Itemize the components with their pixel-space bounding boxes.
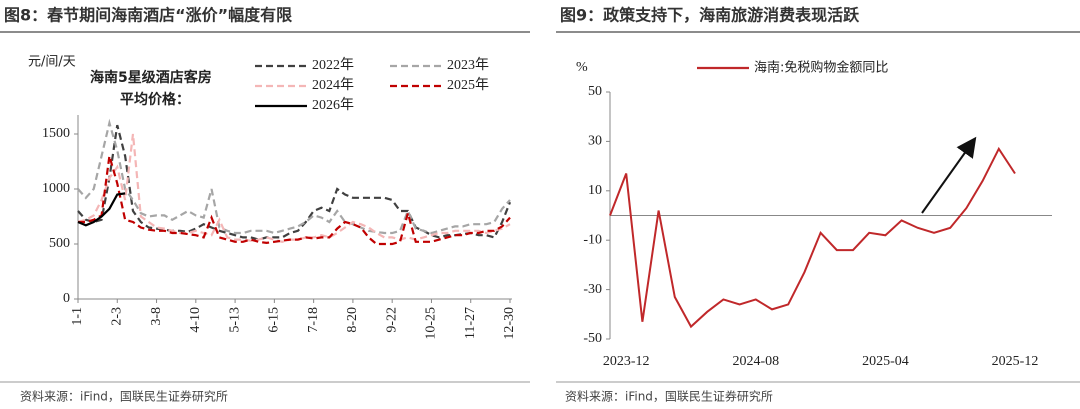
x-tick-label: 2025-04 xyxy=(862,354,909,369)
y-axis-label: 元/间/天 xyxy=(28,55,76,70)
x-tick-label: 4-10 xyxy=(188,307,203,333)
x-tick-label: 8-20 xyxy=(345,307,360,333)
y-tick-label: 0 xyxy=(63,291,70,306)
y-tick-label: -50 xyxy=(583,331,602,346)
y-tick-label: 10 xyxy=(588,183,602,198)
legend-label: 2025年 xyxy=(447,77,489,93)
x-tick-label: 2-3 xyxy=(109,307,124,326)
chart-title: 图9：政策支持下，海南旅游消费表现活跃 xyxy=(560,6,860,25)
x-tick-label: 2023-12 xyxy=(603,354,650,369)
legend-label: 2024年 xyxy=(312,77,354,93)
y-tick-label: -30 xyxy=(583,282,602,297)
chart-title: 图8：春节期间海南酒店“涨价”幅度有限 xyxy=(4,6,293,25)
source: 资料来源：iFind，国联民生证券研究所 xyxy=(20,389,228,404)
x-tick-label: 10-25 xyxy=(424,307,439,340)
x-tick-label: 12-30 xyxy=(502,307,517,340)
x-tick-label: 2025-12 xyxy=(992,354,1039,369)
series-line xyxy=(78,155,511,246)
annotation: 海南5星级酒店客房 xyxy=(90,69,212,86)
legend-label: 2026年 xyxy=(312,97,354,113)
y-tick-label: -10 xyxy=(583,232,602,247)
y-axis-label: % xyxy=(576,60,588,75)
x-tick-label: 9-22 xyxy=(384,307,399,333)
series-line xyxy=(77,133,511,243)
series-line xyxy=(77,192,126,227)
trend-arrow xyxy=(921,136,977,214)
legend-label: 海南:免税购物金额同比 xyxy=(754,60,888,76)
series-line xyxy=(77,118,511,235)
x-tick-label: 2024-08 xyxy=(732,354,779,369)
x-tick-label: 1-1 xyxy=(70,307,85,326)
y-tick-label: 30 xyxy=(588,134,602,149)
x-tick-label: 3-8 xyxy=(149,307,164,326)
annotation: 平均价格： xyxy=(120,91,190,108)
y-tick-label: 500 xyxy=(49,236,70,251)
x-tick-label: 5-13 xyxy=(227,307,242,333)
y-tick-label: 1500 xyxy=(42,126,70,141)
series-line xyxy=(77,124,512,241)
y-tick-label: 50 xyxy=(588,84,602,99)
x-tick-label: 7-18 xyxy=(306,307,321,333)
y-tick-label: 1000 xyxy=(42,181,70,196)
x-tick-label: 11-27 xyxy=(463,307,478,339)
series-line xyxy=(609,146,1016,329)
source: 资料来源：iFind，国联民生证券研究所 xyxy=(565,389,773,404)
legend-label: 2023年 xyxy=(447,57,489,73)
legend-label: 2022年 xyxy=(312,57,354,73)
x-tick-label: 6-15 xyxy=(267,307,282,333)
